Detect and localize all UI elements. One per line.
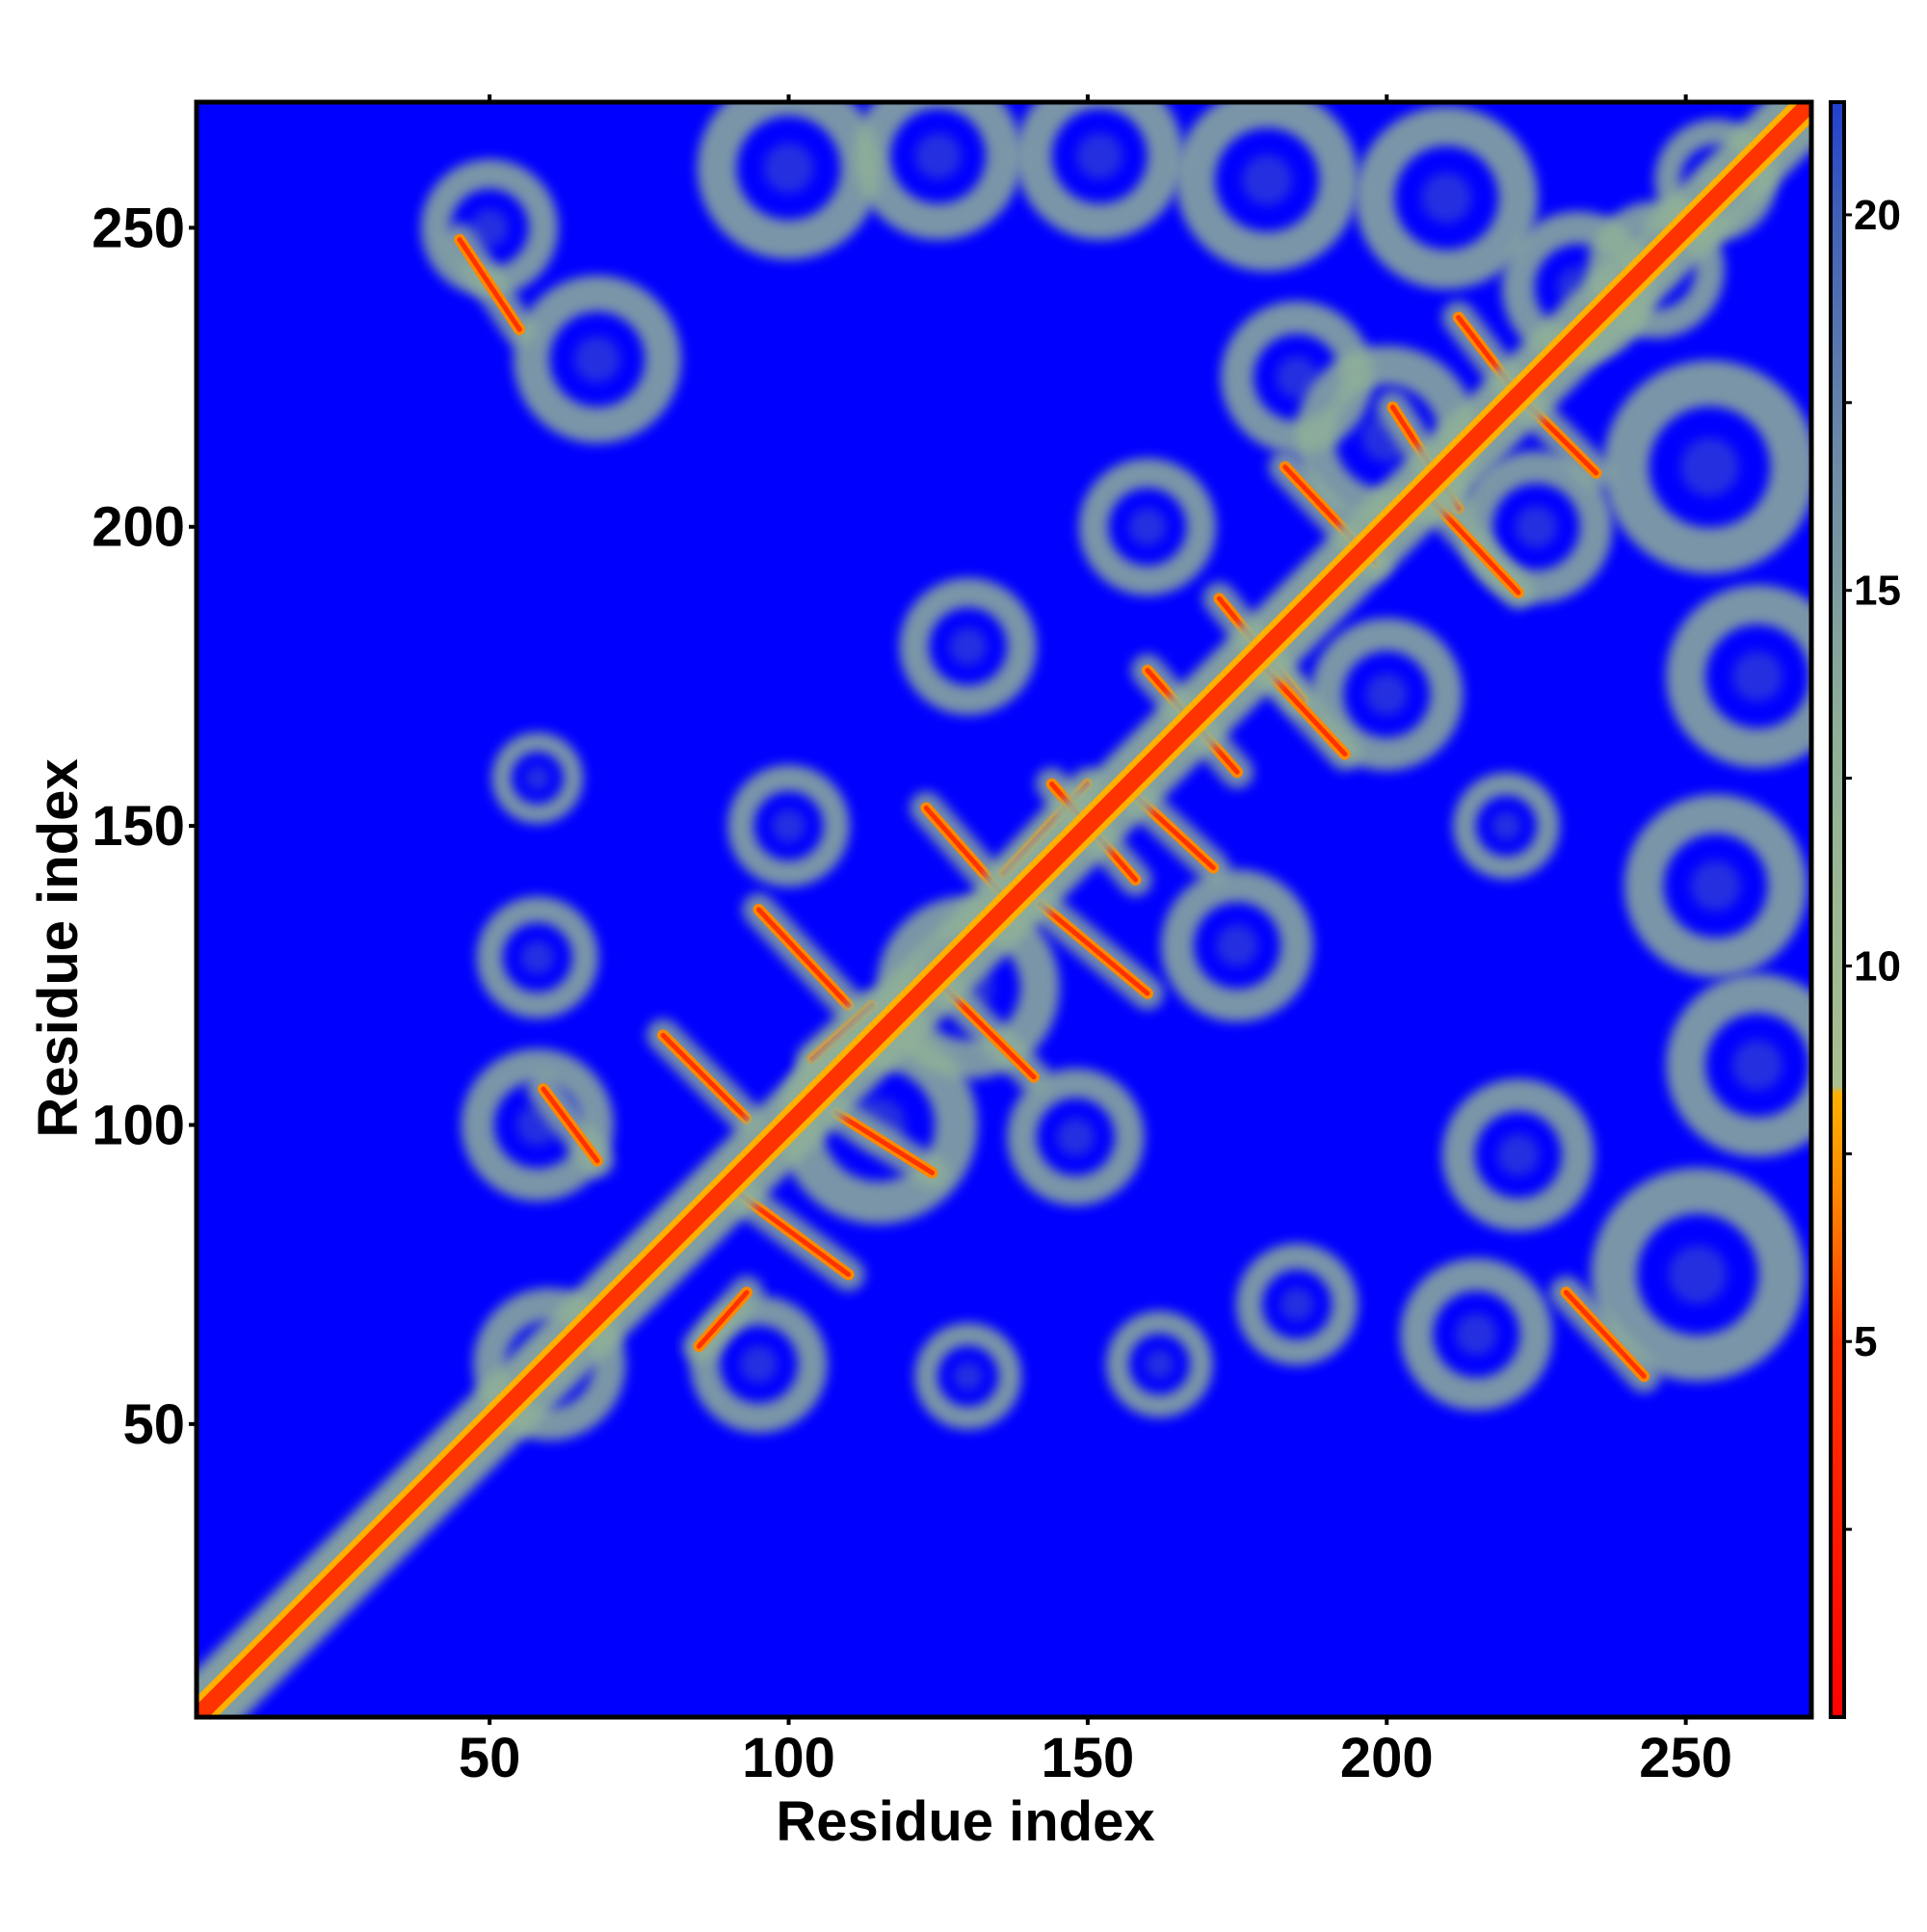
contact-blob (1175, 102, 1359, 272)
x-tick-label: 200 (1340, 1727, 1434, 1789)
contact-blob (1602, 359, 1811, 574)
colorbar-tick-label: 10 (1854, 942, 1901, 990)
contact-blob-core (1365, 673, 1408, 716)
contact-blob (899, 577, 1037, 716)
contact-blob-core (1276, 356, 1318, 399)
contact-blob-core (772, 808, 805, 843)
colorbar-axis: 5 10 15 20 (1844, 192, 1901, 1531)
y-tick-label: 250 (92, 197, 185, 259)
contact-blob-core (763, 143, 814, 194)
contact-blob (1016, 102, 1184, 240)
contact-blob (1623, 794, 1808, 978)
contact-blob (854, 102, 1022, 240)
contact-blob (1666, 584, 1811, 768)
contact-blob (1355, 106, 1539, 290)
contact-blob (476, 896, 599, 1019)
contact-blob (914, 1322, 1022, 1430)
contact-blob (727, 764, 850, 887)
contact-blob-core (739, 1345, 779, 1384)
contact-blob (1007, 1068, 1145, 1206)
y-tick-label: 100 (92, 1094, 185, 1156)
x-tick-label: 100 (742, 1727, 835, 1789)
contact-blob-core (524, 765, 550, 791)
contact-blob-core (1280, 1287, 1314, 1322)
colorbar-tick-label: 5 (1854, 1318, 1877, 1365)
contact-blob-core (1056, 1118, 1095, 1156)
contact-blob-layer (420, 102, 1811, 1441)
contact-blob (1078, 458, 1217, 595)
y-axis: 50 100 150 200 250 (92, 197, 197, 1456)
contact-blob-core (914, 132, 962, 179)
y-tick-label: 200 (92, 496, 185, 559)
contact-blob (1105, 1310, 1213, 1418)
contact-blob-core (1421, 172, 1472, 224)
contact-blob-core (470, 208, 509, 247)
contact-blob-core (949, 627, 988, 666)
y-tick-label: 150 (92, 795, 185, 858)
contact-blob (1235, 1243, 1359, 1366)
contact-blob-core (1491, 810, 1521, 841)
contact-line-core (833, 1110, 936, 1176)
y-axis-title: Residue index (27, 758, 90, 1137)
contact-blob-core (1216, 924, 1258, 966)
contact-line-core (1264, 668, 1348, 757)
colorbar-tick-label: 15 (1854, 568, 1901, 615)
contact-blob-core (1455, 1313, 1498, 1356)
contact-blob (690, 1295, 828, 1433)
contact-line-core (755, 907, 852, 1008)
x-axis: 50 100 150 200 250 (459, 94, 1732, 1789)
contact-blob-core (1732, 1040, 1783, 1091)
contact-blob-core (1690, 860, 1741, 912)
x-tick-label: 150 (1042, 1727, 1135, 1789)
contact-line-core (457, 237, 522, 332)
contact-blob-core (1515, 506, 1558, 548)
contact-blob-core (520, 940, 555, 975)
contact-line-core (660, 1032, 750, 1122)
contact-line-core (1563, 1289, 1647, 1379)
diagonal-band (197, 102, 1811, 1717)
contact-blob-core (953, 1361, 983, 1391)
contact-blob-core (1497, 1133, 1540, 1177)
colorbar-tick-label: 20 (1854, 192, 1901, 239)
colorbar (1829, 100, 1846, 1719)
y-tick-label: 50 (122, 1393, 185, 1456)
plot-frame (194, 99, 1814, 1720)
contact-line-core (1037, 901, 1150, 996)
contact-blob (1310, 618, 1464, 771)
contact-blob (1400, 1257, 1553, 1411)
contact-blob-core (1680, 437, 1739, 497)
contact-blob (491, 731, 584, 824)
x-tick-label: 250 (1639, 1727, 1732, 1789)
contact-blob-core (1145, 1349, 1175, 1379)
x-axis-title: Residue index (776, 1790, 1154, 1853)
contact-blob (1591, 1167, 1805, 1382)
contact-blob (1441, 1078, 1595, 1231)
contact-blob-core (1668, 1245, 1728, 1305)
contact-blob (1453, 772, 1560, 880)
heatmap-cells (197, 102, 1811, 1717)
contact-line-core (541, 1086, 600, 1164)
contact-blob (1160, 869, 1314, 1022)
contact-blob-core (573, 336, 620, 383)
x-tick-label: 50 (459, 1727, 521, 1789)
contact-blob (461, 1048, 614, 1202)
contact-blob (473, 1287, 626, 1441)
contact-blob (513, 275, 681, 443)
contact-blob (1666, 973, 1811, 1157)
contact-blob-core (1128, 508, 1167, 546)
contact-blob-core (1076, 132, 1123, 179)
contact-blob-core (1242, 154, 1293, 205)
contact-blob-core (1732, 650, 1783, 701)
contact-line-core (696, 1289, 750, 1349)
